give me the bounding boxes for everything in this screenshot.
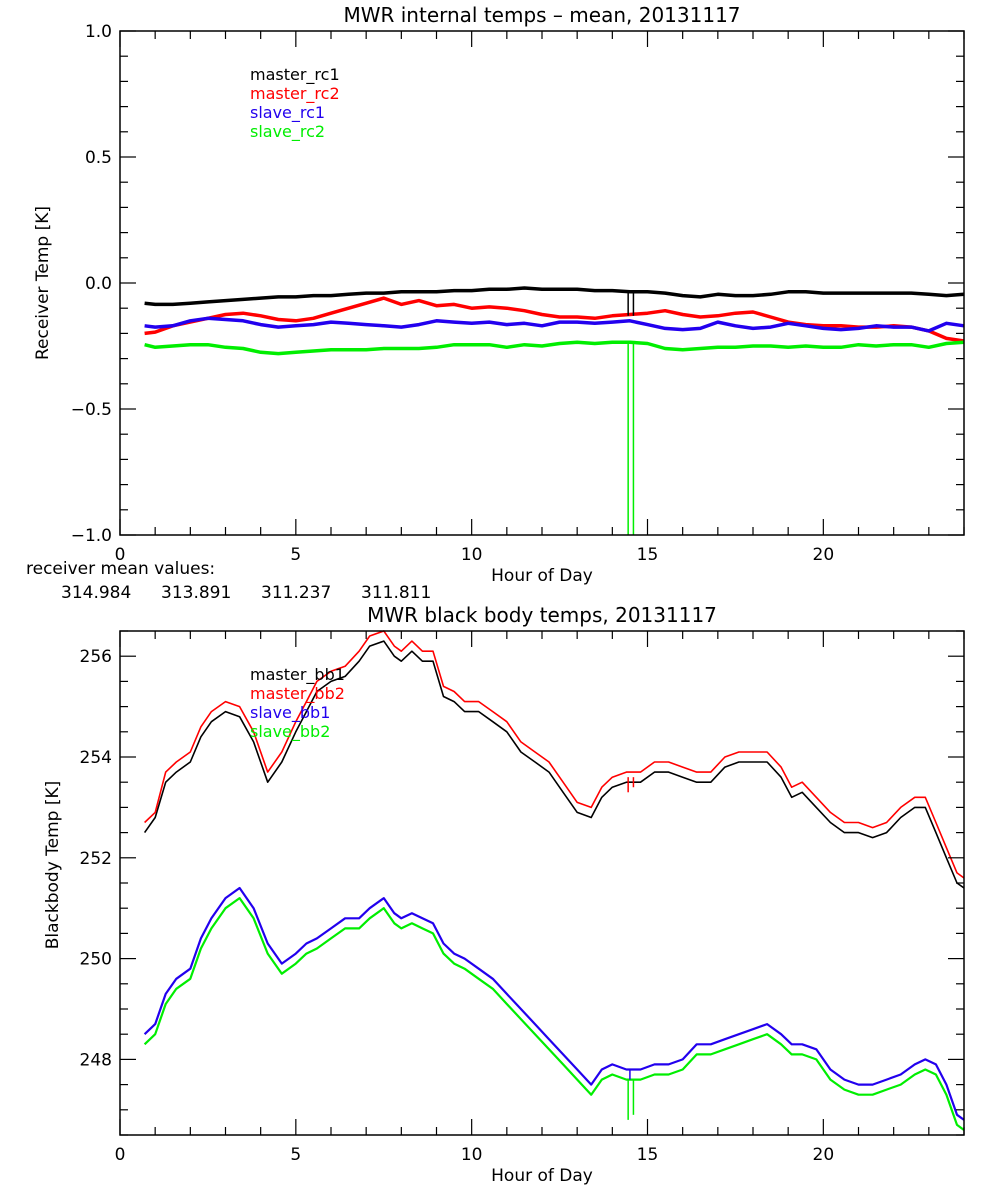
x-tick-label: 15 bbox=[637, 545, 659, 565]
legend-slave-bb2: slave_bb2 bbox=[250, 722, 330, 742]
y-tick-label: 254 bbox=[80, 748, 112, 768]
mean-value-slave-rc1: 311.237 bbox=[261, 583, 331, 603]
chart-title: MWR internal temps – mean, 20131117 bbox=[343, 3, 740, 27]
x-tick-label: 0 bbox=[115, 1145, 126, 1165]
axes-layer: 0 5 10 15 20 −1.0 −0.5 0.0 0.5 1.0 bbox=[71, 22, 965, 565]
legend-slave-rc2: slave_rc2 bbox=[250, 122, 325, 142]
legend-slave-rc1: slave_rc1 bbox=[250, 103, 325, 123]
y-tick-label: −1.0 bbox=[71, 526, 112, 546]
series-layer bbox=[144, 286, 965, 535]
y-tick-label: 248 bbox=[80, 1050, 112, 1070]
receiver-mean-values: receiver mean values: 314.984 313.891 31… bbox=[26, 559, 431, 603]
receiver-temp-chart: MWR internal temps – mean, 20131117 0 5 10… bbox=[26, 3, 965, 603]
series-line-master-bb1 bbox=[143, 640, 965, 889]
series-line-master-rc1 bbox=[144, 286, 965, 307]
legend: master_bb1 master_bb2 slave_bb1 slave_bb… bbox=[250, 665, 345, 742]
mean-value-master-rc2: 313.891 bbox=[161, 583, 231, 603]
x-axis-label: Hour of Day bbox=[491, 566, 593, 586]
y-tick-label: 0.0 bbox=[85, 274, 112, 294]
x-axis-label: Hour of Day bbox=[491, 1166, 593, 1186]
y-axis-label: Receiver Temp [K] bbox=[33, 206, 53, 360]
x-tick-label: 10 bbox=[461, 1145, 483, 1165]
series-line-master-rc2 bbox=[144, 296, 965, 343]
legend: master_rc1 master_rc2 slave_rc1 slave_rc… bbox=[250, 65, 340, 142]
blackbody-temp-chart: MWR black body temps, 20131117 0 5 10 15 20 2… bbox=[43, 603, 965, 1186]
y-tick-label: 256 bbox=[80, 647, 112, 667]
series-line-slave-bb2 bbox=[143, 896, 965, 1131]
chart-title: MWR black body temps, 20131117 bbox=[367, 603, 717, 627]
mean-value-master-rc1: 314.984 bbox=[61, 583, 131, 603]
legend-master-bb2: master_bb2 bbox=[250, 684, 345, 704]
mean-value-slave-rc2: 311.811 bbox=[361, 583, 431, 603]
series-layer bbox=[143, 630, 965, 1131]
series-line-master-bb2 bbox=[144, 630, 965, 879]
axes-layer: 0 5 10 15 20 248 250 252 254 256 bbox=[80, 630, 965, 1165]
y-tick-label: 1.0 bbox=[85, 22, 112, 42]
series-line-slave-rc1 bbox=[144, 316, 965, 333]
receiver-mean-label: receiver mean values: bbox=[26, 559, 215, 579]
y-tick-label: 252 bbox=[80, 849, 112, 869]
series-line-slave-rc2 bbox=[144, 340, 965, 356]
x-tick-label: 5 bbox=[290, 1145, 301, 1165]
x-tick-label: 0 bbox=[115, 545, 126, 565]
y-tick-label: 250 bbox=[80, 950, 112, 970]
x-tick-label: 5 bbox=[290, 545, 301, 565]
y-tick-label: −0.5 bbox=[71, 400, 112, 420]
x-tick-label: 20 bbox=[813, 545, 835, 565]
plot-frame bbox=[119, 630, 965, 1136]
x-tick-label: 10 bbox=[461, 545, 483, 565]
y-axis-label: Blackbody Temp [K] bbox=[43, 781, 63, 950]
y-tick-label: 0.5 bbox=[85, 148, 112, 168]
legend-master-bb1: master_bb1 bbox=[250, 665, 345, 685]
plot-frame bbox=[119, 30, 965, 536]
legend-master-rc1: master_rc1 bbox=[250, 65, 340, 85]
legend-slave-bb1: slave_bb1 bbox=[250, 703, 330, 723]
x-tick-label: 20 bbox=[813, 1145, 835, 1165]
legend-master-rc2: master_rc2 bbox=[250, 84, 340, 104]
x-tick-label: 15 bbox=[637, 1145, 659, 1165]
series-line-slave-bb1 bbox=[143, 886, 965, 1121]
